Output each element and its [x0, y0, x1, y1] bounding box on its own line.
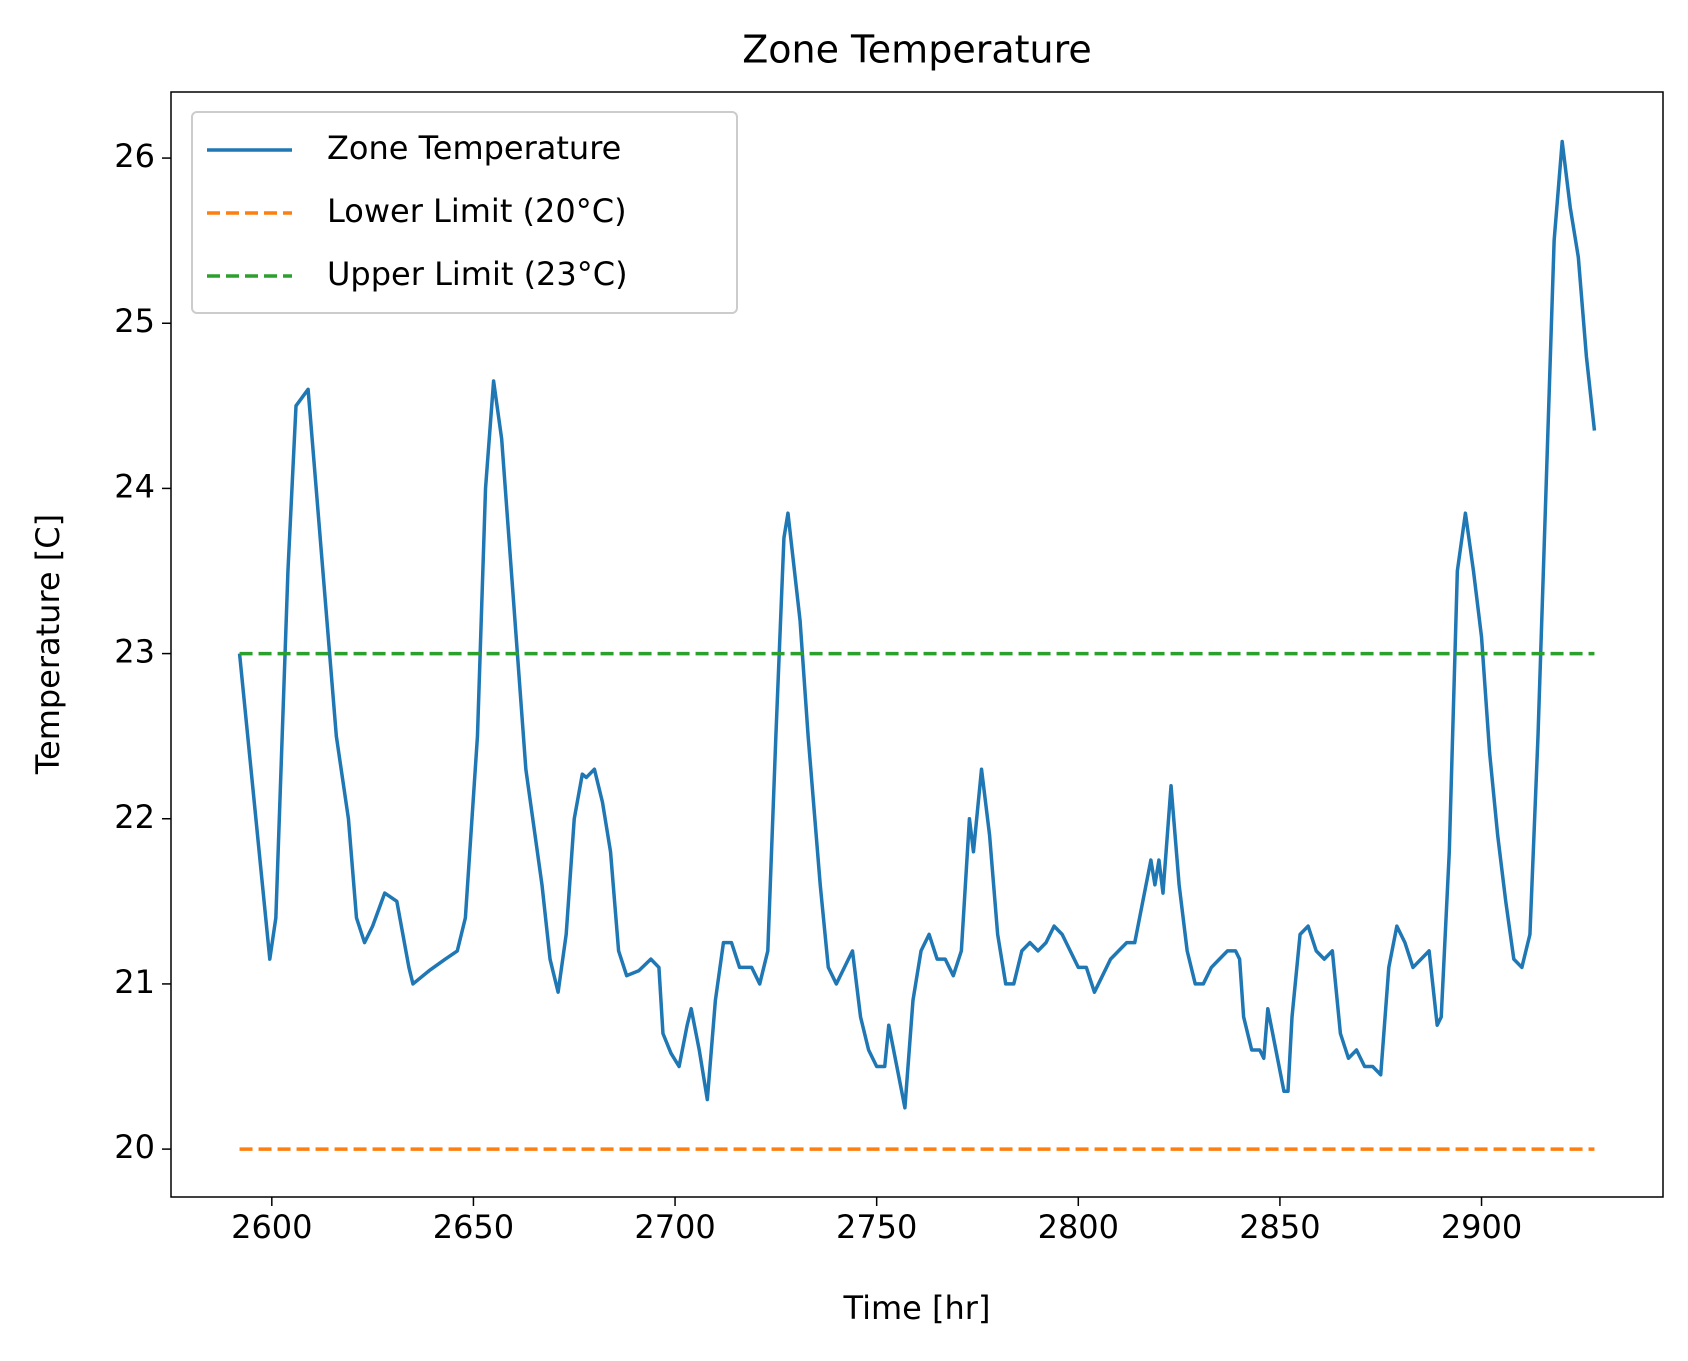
legend-label: Upper Limit (23°C): [327, 255, 628, 293]
x-tick-label: 2700: [634, 1208, 715, 1246]
y-tick-label: 24: [114, 467, 155, 505]
y-tick-label: 21: [114, 963, 155, 1001]
x-tick-label: 2850: [1239, 1208, 1320, 1246]
x-tick-label: 2800: [1038, 1208, 1119, 1246]
plot-frame: [170, 91, 1664, 1198]
y-tick-label: 23: [114, 633, 155, 671]
x-tick-label: 2600: [231, 1208, 312, 1246]
x-axis-label: Time [hr]: [843, 1289, 991, 1327]
y-tick-label: 25: [114, 302, 155, 340]
y-tick-label: 22: [114, 798, 155, 836]
legend-label: Zone Temperature: [327, 129, 621, 167]
x-tick-label: 2750: [836, 1208, 917, 1246]
legend-box: [191, 111, 738, 314]
y-tick-label: 20: [114, 1128, 155, 1166]
y-axis-label: Temperature [C]: [29, 514, 67, 775]
x-tick-label: 2900: [1441, 1208, 1522, 1246]
data-line: [237, 139, 1597, 1110]
chart-title: Zone Temperature: [742, 28, 1092, 72]
legend-label: Lower Limit (20°C): [327, 192, 627, 230]
y-tick-label: 26: [114, 137, 155, 175]
x-tick-label: 2650: [433, 1208, 514, 1246]
